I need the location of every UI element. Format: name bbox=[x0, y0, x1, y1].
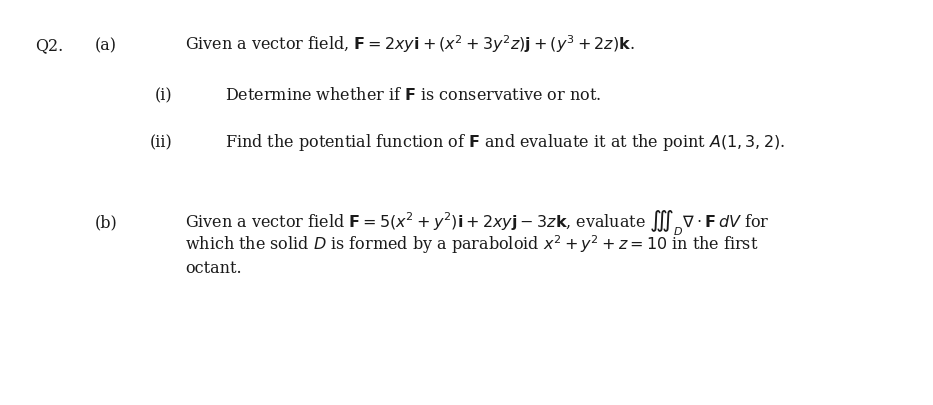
Text: (b): (b) bbox=[95, 214, 118, 231]
Text: (ii): (ii) bbox=[150, 134, 173, 151]
Text: Given a vector field, $\mathbf{F} = 2xy\mathbf{i} + (x^2 + 3y^2z)\mathbf{j} + (y: Given a vector field, $\mathbf{F} = 2xy\… bbox=[185, 33, 634, 55]
Text: Q2.: Q2. bbox=[35, 37, 63, 54]
Text: (a): (a) bbox=[95, 37, 117, 54]
Text: Find the potential function of $\mathbf{F}$ and evaluate it at the point $A(1, 3: Find the potential function of $\mathbf{… bbox=[225, 132, 786, 153]
Text: which the solid $D$ is formed by a paraboloid $x^2 + y^2 + z = 10$ in the first: which the solid $D$ is formed by a parab… bbox=[185, 233, 759, 256]
Text: (i): (i) bbox=[155, 87, 173, 104]
Text: octant.: octant. bbox=[185, 260, 242, 277]
Text: Given a vector field $\mathbf{F} = 5(x^2 + y^2)\mathbf{i} + 2xy\mathbf{j} - 3z\m: Given a vector field $\mathbf{F} = 5(x^2… bbox=[185, 208, 770, 238]
Text: Determine whether if $\mathbf{F}$ is conservative or not.: Determine whether if $\mathbf{F}$ is con… bbox=[225, 87, 601, 104]
